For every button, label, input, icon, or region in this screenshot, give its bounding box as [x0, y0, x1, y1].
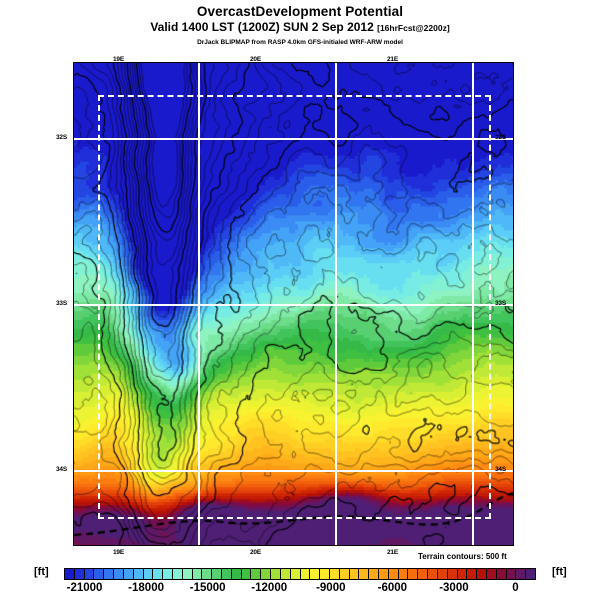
colorbar-swatch — [74, 569, 85, 579]
graticule-lat-34s — [74, 470, 513, 472]
colorbar-swatch — [320, 569, 330, 579]
colorbar[interactable] — [64, 568, 536, 580]
colorbar-swatch — [182, 569, 193, 579]
colorbar-swatch — [104, 569, 115, 579]
lat-label-left-34s: 34S — [56, 466, 67, 473]
colorbar-swatch — [241, 569, 252, 579]
colorbar-swatch — [251, 569, 262, 579]
map-frame[interactable] — [73, 62, 514, 546]
colorbar-swatch — [398, 569, 409, 579]
forecast-tag: [16hrFcst@2200z] — [377, 23, 450, 33]
lat-label-left-33s: 33S — [56, 300, 67, 307]
colorbar-swatch — [369, 569, 379, 579]
colorbar-swatch — [212, 569, 222, 579]
colorbar-swatch — [329, 569, 340, 579]
colorbar-swatch — [94, 569, 105, 579]
colorbar-swatch — [133, 569, 144, 579]
lon-label-bottom-19e: 19E — [113, 549, 124, 556]
colorbar-swatch — [290, 569, 301, 579]
lat-label-right-34s: 34S — [495, 466, 506, 473]
colorbar-swatch — [123, 569, 134, 579]
colorbar-tick-labels: -21000 -18000 -15000 -12000 -9000 -6000 -3000 0 — [0, 582, 600, 598]
colorbar-tick-label: -6000 — [377, 582, 408, 594]
colorbar-tick-label: -9000 — [316, 582, 346, 594]
colorbar-swatch — [467, 569, 478, 579]
colorbar-tick-label: -3000 — [439, 582, 469, 594]
colorbar-swatch — [447, 569, 458, 579]
lon-label-top-20e: 20E — [250, 56, 261, 63]
colorbar-swatch — [388, 569, 399, 579]
colorbar-swatch — [486, 569, 497, 579]
colorbar-tick-label: 0 — [512, 582, 519, 594]
colorbar-swatch — [143, 569, 154, 579]
model-attribution: DrJack BLIPMAP from RASP 4.0km GFS-initi… — [197, 39, 403, 46]
lon-label-top-19e: 19E — [113, 56, 124, 63]
colorbar-swatch — [359, 569, 370, 579]
graticule-lat-32s — [74, 138, 513, 140]
graticule-lat-33s — [74, 304, 513, 306]
colorbar-swatch — [202, 569, 213, 579]
colorbar-swatches — [64, 568, 536, 580]
colorbar-swatch — [506, 569, 517, 579]
colorbar-swatch — [280, 569, 291, 579]
colorbar-swatch — [418, 569, 429, 579]
colorbar-swatch — [408, 569, 419, 579]
colorbar-swatch — [437, 569, 448, 579]
lon-label-top-21e: 21E — [387, 56, 398, 63]
colorbar-swatch — [349, 569, 360, 579]
colorbar-tick-label: -12000 — [251, 582, 288, 594]
colorbar-swatch — [300, 569, 311, 579]
colorbar-tick-label: -15000 — [189, 582, 226, 594]
lat-label-left-32s: 32S — [56, 134, 67, 141]
lat-label-right-32s: 32S — [495, 134, 506, 141]
lon-label-bottom-20e: 20E — [250, 549, 261, 556]
colorbar-swatch — [153, 569, 164, 579]
colorbar-swatch — [339, 569, 350, 579]
model-domain-box — [98, 95, 491, 519]
title-block: OvercastDevelopment Potential Valid 1400… — [0, 4, 600, 47]
colorbar-swatch — [526, 569, 535, 579]
colorbar-swatch — [516, 569, 527, 579]
colorbar-swatch — [231, 569, 242, 579]
colorbar-unit-left: [ft] — [34, 566, 49, 578]
valid-time-line: Valid 1400 LST (1200Z) SUN 2 Sep 2012 [1… — [0, 20, 600, 36]
colorbar-swatch — [428, 569, 438, 579]
colorbar-swatch — [271, 569, 281, 579]
colorbar-tick-label: -18000 — [128, 582, 164, 594]
colorbar-swatch — [310, 569, 321, 579]
lon-label-bottom-21e: 21E — [387, 549, 398, 556]
colorbar-swatch — [65, 569, 75, 579]
colorbar-unit-right: [ft] — [552, 566, 567, 578]
colorbar-swatch — [163, 569, 173, 579]
colorbar-swatch — [114, 569, 124, 579]
colorbar-swatch — [192, 569, 203, 579]
colorbar-swatch — [222, 569, 232, 579]
terrain-contour-legend: Terrain contours: 500 ft — [418, 552, 507, 561]
colorbar-swatch — [477, 569, 487, 579]
colorbar-swatch — [261, 569, 272, 579]
colorbar-swatch — [172, 569, 183, 579]
colorbar-tick-label: -21000 — [66, 582, 103, 594]
page-title: OvercastDevelopment Potential — [196, 4, 404, 19]
colorbar-swatch — [379, 569, 389, 579]
colorbar-swatch — [457, 569, 468, 579]
colorbar-swatch — [84, 569, 95, 579]
valid-time-text: Valid 1400 LST (1200Z) SUN 2 Sep 2012 — [150, 20, 374, 34]
colorbar-swatch — [496, 569, 507, 579]
lat-label-right-33s: 33S — [495, 300, 506, 307]
